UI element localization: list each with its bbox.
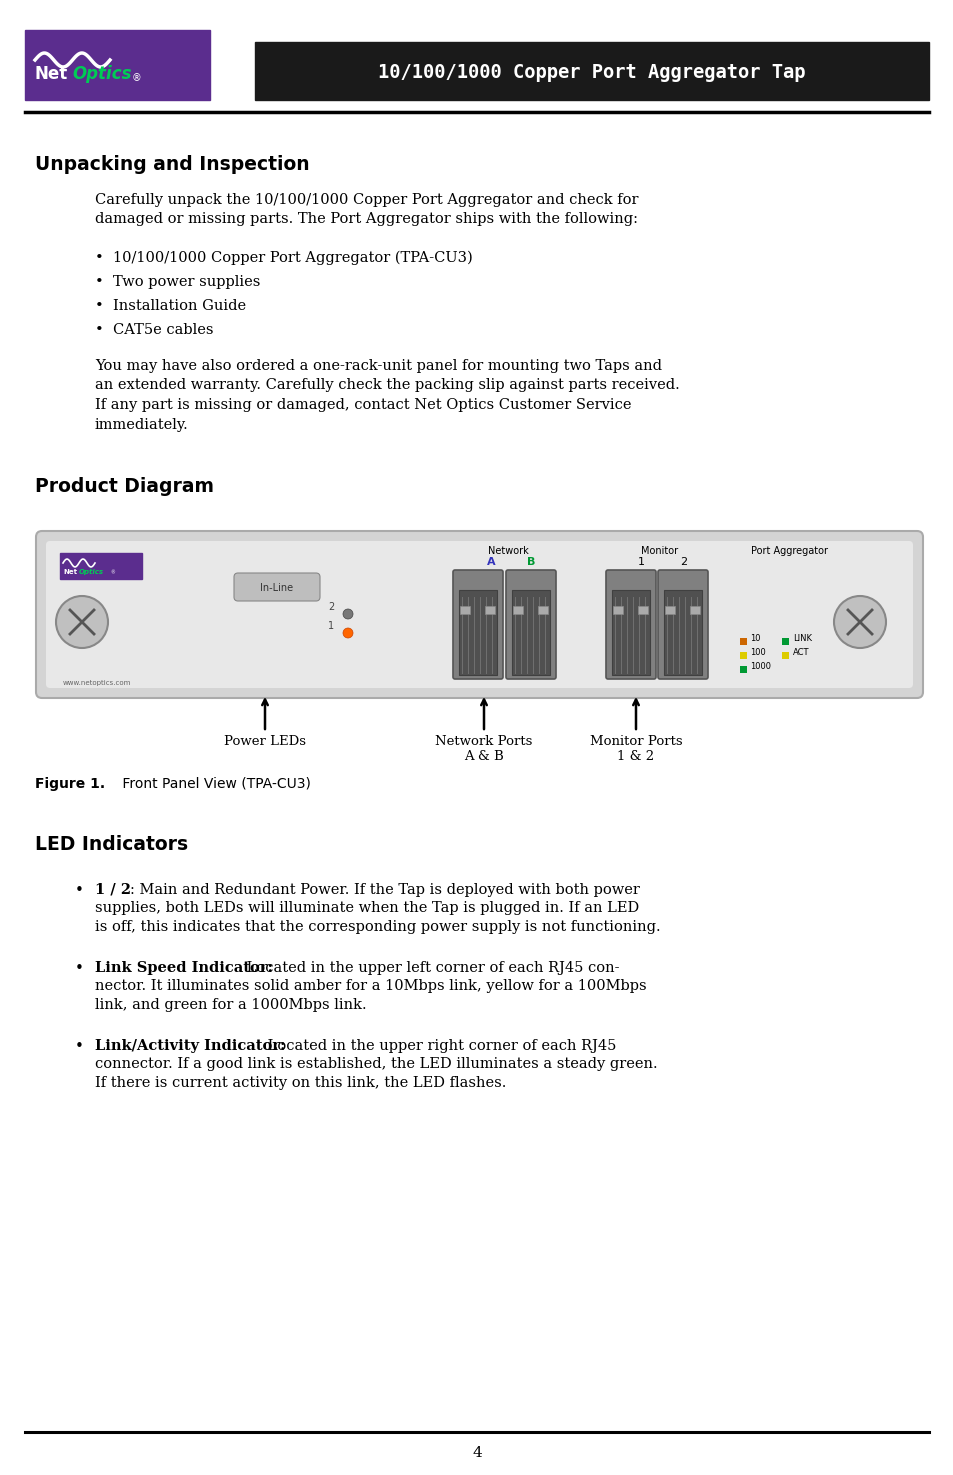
Bar [781,639,788,645]
FancyBboxPatch shape [453,569,502,678]
Bar [60,553,142,580]
Bar [254,41,928,100]
Text: : Main and Redundant Power. If the Tap is deployed with both power: : Main and Redundant Power. If the Tap i… [130,884,639,897]
Text: LED Indicators: LED Indicators [35,835,188,854]
Circle shape [343,609,353,620]
Text: Net: Net [63,569,77,575]
Text: nector. It illuminates solid amber for a 10Mbps link, yellow for a 100Mbps
link,: nector. It illuminates solid amber for a… [95,979,646,1012]
Text: 1 & 2: 1 & 2 [617,749,654,763]
Text: 2: 2 [679,558,686,566]
Text: LINK: LINK [792,634,811,643]
Text: 100: 100 [749,648,765,656]
Bar [25,30,210,100]
Text: ®: ® [110,569,114,575]
Text: 10: 10 [749,634,760,643]
FancyBboxPatch shape [658,569,707,678]
Text: •  CAT5e cables: • CAT5e cables [95,323,213,336]
Text: •  Installation Guide: • Installation Guide [95,299,246,313]
Text: A & B: A & B [464,749,503,763]
Text: 4: 4 [472,1446,481,1460]
Text: •  10/100/1000 Copper Port Aggregator (TPA-CU3): • 10/100/1000 Copper Port Aggregator (TP… [95,251,473,266]
Text: B: B [526,558,535,566]
Bar [740,667,746,673]
Bar [740,639,746,645]
FancyBboxPatch shape [505,569,556,678]
FancyBboxPatch shape [605,569,656,678]
Text: 1: 1 [328,621,334,631]
Text: Link/Activity Indicator:: Link/Activity Indicator: [95,1038,285,1053]
Text: •: • [75,884,84,898]
Text: 1: 1 [638,558,644,566]
Text: Network: Network [487,546,528,556]
Text: www.netoptics.com: www.netoptics.com [63,680,132,686]
Text: Optics: Optics [71,65,132,83]
Bar [484,606,495,614]
FancyBboxPatch shape [233,572,319,600]
Bar [612,590,649,676]
Text: Product Diagram: Product Diagram [35,476,213,496]
Text: Optics: Optics [79,569,104,575]
Bar [458,590,497,676]
Bar [781,652,788,659]
Text: Network Ports: Network Ports [435,735,532,748]
Circle shape [56,596,108,648]
Text: 2: 2 [328,602,334,612]
Text: Monitor: Monitor [640,546,678,556]
Bar [740,652,746,659]
Text: •: • [75,962,84,976]
Text: Power LEDs: Power LEDs [224,735,306,748]
Bar [638,606,647,614]
Bar [613,606,622,614]
Text: Unpacking and Inspection: Unpacking and Inspection [35,155,310,174]
Text: ACT: ACT [792,648,809,656]
Text: You may have also ordered a one-rack-unit panel for mounting two Taps and
an ext: You may have also ordered a one-rack-uni… [95,358,679,432]
Bar [689,606,700,614]
Text: A: A [486,558,496,566]
Text: 10/100/1000 Copper Port Aggregator Tap: 10/100/1000 Copper Port Aggregator Tap [377,62,805,81]
Bar [459,606,470,614]
Text: In-Line: In-Line [260,583,294,593]
Bar [663,590,701,676]
Text: Port Aggregator: Port Aggregator [751,546,827,556]
Circle shape [343,628,353,639]
Circle shape [833,596,885,648]
Bar [513,606,522,614]
Text: ®: ® [132,72,142,83]
Text: Located in the upper left corner of each RJ45 con-: Located in the upper left corner of each… [242,962,618,975]
Bar [537,606,547,614]
Text: connector. If a good link is established, the LED illuminates a steady green.
If: connector. If a good link is established… [95,1058,657,1090]
Text: Located in the upper right corner of each RJ45: Located in the upper right corner of eac… [263,1038,616,1053]
Text: 1 / 2: 1 / 2 [95,884,131,897]
FancyBboxPatch shape [36,531,923,698]
Bar [512,590,550,676]
Text: •: • [75,1038,84,1055]
Text: Monitor Ports: Monitor Ports [589,735,681,748]
Text: Net: Net [35,65,69,83]
Text: 1000: 1000 [749,662,770,671]
Text: Link Speed Indicator:: Link Speed Indicator: [95,962,273,975]
Text: Carefully unpack the 10/100/1000 Copper Port Aggregator and check for
damaged or: Carefully unpack the 10/100/1000 Copper … [95,193,638,227]
Text: supplies, both LEDs will illuminate when the Tap is plugged in. If an LED
is off: supplies, both LEDs will illuminate when… [95,901,659,935]
Text: Front Panel View (TPA-CU3): Front Panel View (TPA-CU3) [118,777,311,791]
FancyBboxPatch shape [46,541,912,687]
Text: •  Two power supplies: • Two power supplies [95,274,260,289]
Bar [664,606,675,614]
Text: Figure 1.: Figure 1. [35,777,105,791]
